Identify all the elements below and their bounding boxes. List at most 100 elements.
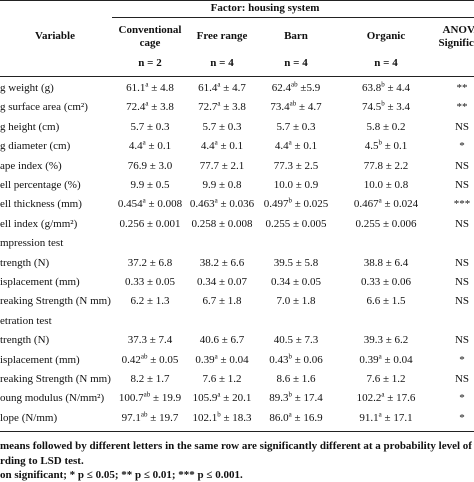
cell-sd: ± 0.05 [147,353,179,366]
significance: * [459,392,465,405]
factor-header: Factor: housing system [210,2,320,14]
row-label: ape index (%) [0,159,62,172]
significance: * [459,411,465,424]
cell-sd: ± 0.036 [217,198,255,211]
cell-value: 0.42 [121,353,141,366]
significance: * [459,353,465,366]
cell-value: 63.8 [361,82,382,94]
cell: 72.4a ± 3.8 [126,100,174,114]
significance: NS [454,120,470,133]
cell: 4.4a ± 0.1 [201,139,244,153]
cell: 72.7a ± 3.8 [198,99,246,114]
rule [112,17,474,18]
cell: 40.5 ± 7.3 [273,334,319,347]
cell: 6.6 ± 1.5 [366,295,406,308]
cell-letter: b [288,196,292,205]
cell: 37.3 ± 7.4 [127,334,173,347]
cell: 5.7 ± 0.3 [130,120,170,133]
cell: 38.8 ± 6.4 [363,256,409,269]
cell-value: 0.39 [195,353,215,366]
cell: 0.39a ± 0.04 [195,351,249,367]
cell-sd: ± 4.7 [220,82,246,94]
cell: 4.4a ± 0.1 [129,139,171,153]
cell-letter: a [214,351,218,360]
cell-letter: a [378,196,382,205]
cell: 40.6 ± 6.7 [199,334,245,347]
row-label: isplacement (mm) [0,276,80,288]
row-label: ell thickness (mm) [0,198,82,211]
row-label: g weight (g) [0,82,54,94]
column-header: Organic [366,30,406,42]
cell: 0.255 ± 0.006 [355,217,417,230]
cell-sd: ± 3.8 [148,101,174,114]
cell: 0.43b ± 0.06 [269,352,323,367]
cell-value: 62.4 [271,82,292,94]
cell-value: 74.5 [361,101,382,114]
cell-letter: a [217,390,221,399]
row-label: trength (N) [0,256,50,269]
cell-sd: ± 3.4 [384,101,411,114]
cell: 0.255 ± 0.005 [265,217,327,230]
cell: 37.2 ± 6.8 [127,256,173,269]
cell: 39.5 ± 5.8 [273,256,319,269]
cell-letter: a [288,410,292,419]
cell: 8.2 ± 1.7 [130,373,170,385]
cell: 39.3 ± 6.2 [363,334,409,347]
cell-value: 72.4 [126,101,146,114]
row-label: isplacement (mm) [0,353,80,366]
cell-value: 0.39 [359,353,379,366]
cell-letter: b [378,138,382,147]
cell: 73.4ab ± 4.7 [270,100,322,114]
cell-sd: ± 0.04 [217,353,249,366]
footnote: means followed by different letters in t… [0,440,474,453]
cell: 0.33 ± 0.05 [124,276,176,288]
cell: 9.9 ± 0.5 [130,179,170,191]
cell-letter: a [145,80,149,89]
cell: 8.6 ± 1.6 [276,373,316,385]
cell-value: 86.0 [269,411,289,424]
significance: NS [454,276,470,288]
cell-sd: ± 4.7 [296,101,322,114]
cell-value: 0.454 [117,198,143,211]
cell: 0.258 ± 0.008 [191,217,253,230]
cell-letter: a [378,351,382,360]
row-label: mpression test [0,237,64,250]
cell: 97.1ab ± 19.7 [122,410,179,425]
cell-value: 91.1 [359,411,379,424]
cell: 61.4a ± 4.7 [198,81,246,95]
cell-letter: ab [140,410,148,419]
cell-letter: ab [143,390,151,399]
cell-sd: ± 17.1 [381,411,413,424]
column-header: cage [139,37,161,49]
cell: 0.497b ± 0.025 [264,196,329,211]
cell: 100.7ab ± 19.9 [119,390,181,405]
cell-value: 4.4 [274,140,289,153]
cell: 0.463a ± 0.036 [190,197,255,211]
cell-value: 4.5 [364,140,379,153]
column-header: ANOVA [442,24,474,36]
cell-sd: ± 0.1 [291,140,318,153]
cell: 62.4ab ±5.9 [271,80,320,95]
n-label: n = 4 [284,57,308,69]
cell: 76.9 ± 3.0 [127,159,173,172]
cell: 91.1a ± 17.1 [359,411,413,425]
column-header: Variable [35,30,75,42]
cell: 6.2 ± 1.3 [130,295,170,308]
cell-letter: a [142,196,146,205]
cell-value: 89.3 [269,392,289,405]
cell: 86.0a ± 16.9 [269,410,323,425]
cell-sd: ± 0.1 [381,140,408,153]
row-label: reaking Strength (N mm) [0,373,111,385]
cell-letter: a [217,99,221,108]
cell-letter: ab [291,80,298,89]
cell-sd: ± 0.1 [217,140,244,153]
cell: 4.5b ± 0.1 [364,138,408,153]
cell-sd: ± 16.9 [291,411,323,424]
significance: NS [454,295,470,308]
column-header: Barn [284,30,308,42]
row-label: reaking Strength (N mm) [0,295,111,308]
cell: 77.7 ± 2.1 [199,159,245,172]
cell: 5.8 ± 0.2 [366,120,406,133]
cell-letter: a [288,138,292,147]
